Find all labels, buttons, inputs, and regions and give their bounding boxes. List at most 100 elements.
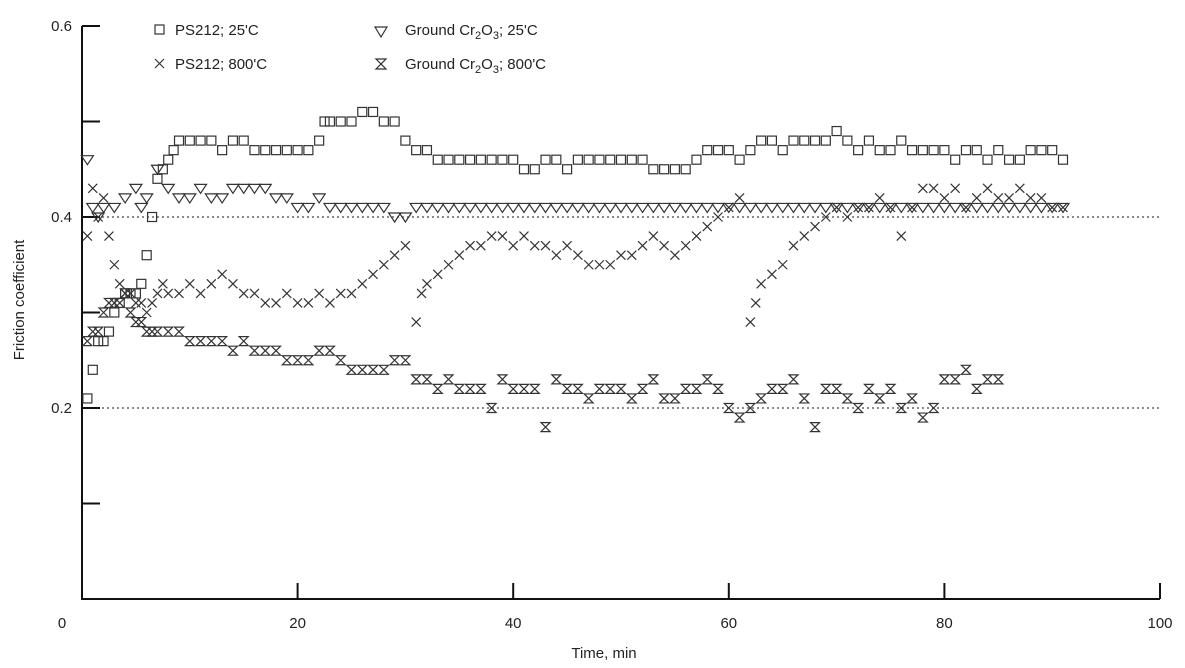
data-point-cross [136, 298, 147, 308]
data-point-triangle-down [635, 202, 650, 214]
data-point-triangle-down [570, 202, 586, 214]
data-point-hourglass [960, 364, 972, 375]
data-point-cross [1036, 192, 1047, 203]
data-point-square [130, 288, 141, 299]
data-point-cross [195, 288, 206, 299]
data-point-cross [907, 202, 917, 213]
data-point-cross [325, 298, 335, 308]
data-point-cross [368, 269, 378, 280]
data-point-square [411, 145, 422, 156]
data-point-square [723, 145, 734, 156]
data-point-square [184, 135, 195, 146]
data-point-triangle-down [247, 183, 262, 195]
data-point-hourglass [744, 402, 757, 414]
data-point-hourglass [593, 383, 606, 394]
data-point-cross [432, 269, 443, 280]
data-point-hourglass [146, 326, 159, 337]
data-point-square [87, 364, 98, 375]
data-point-cross [669, 250, 680, 261]
data-point-square [367, 106, 379, 118]
data-point-square [314, 135, 325, 146]
data-point-triangle-down [1045, 202, 1060, 214]
data-point-square [950, 154, 961, 165]
data-markers [80, 106, 1071, 433]
data-point-square [475, 154, 486, 165]
data-point-square [637, 154, 648, 165]
data-point-triangle-down [409, 202, 424, 214]
data-point-square [292, 145, 303, 156]
data-point-cross [540, 240, 551, 251]
data-point-triangle-down [721, 202, 736, 214]
data-point-cross [691, 231, 702, 242]
data-point-square [152, 173, 163, 184]
data-point-hourglass [97, 307, 110, 318]
data-point-hourglass [582, 393, 595, 404]
data-point-triangle-down [818, 202, 833, 214]
data-point-square [1003, 154, 1015, 165]
data-point-triangle-down [764, 202, 780, 214]
data-point-cross [713, 212, 723, 222]
data-point-hourglass [733, 412, 746, 423]
data-point-square [454, 154, 465, 165]
data-point-square [648, 164, 659, 175]
data-point-square [1057, 154, 1069, 165]
data-point-triangle-down [775, 202, 790, 214]
data-point-triangle-down [312, 193, 327, 204]
data-point-cross [416, 288, 427, 299]
data-point-square [346, 116, 357, 127]
legend-entry-ps212-800c: PS212; 800'C [154, 56, 267, 73]
data-point-square [206, 135, 217, 146]
data-point-cross [1004, 192, 1015, 203]
data-point-triangle-down [1034, 202, 1049, 214]
data-point-hourglass [464, 383, 477, 394]
data-point-hourglass [81, 336, 94, 347]
data-point-triangle-down [915, 202, 930, 214]
data-point-triangle-down [559, 202, 575, 214]
data-point-square [734, 154, 745, 165]
data-point-cross [961, 202, 971, 213]
data-point-square [626, 154, 637, 165]
legend: PS212; 25'C PS212; 800'C Ground Cr2O3; 2… [154, 22, 546, 76]
data-point-cross [874, 192, 885, 203]
data-point-cross [109, 259, 120, 270]
data-point-triangle-down [365, 202, 381, 214]
data-point-square [163, 154, 174, 165]
data-point-triangle-down [527, 202, 542, 214]
data-point-square [960, 145, 972, 156]
data-point-hourglass [356, 364, 369, 375]
data-point-triangle-down [258, 183, 273, 195]
data-point-hourglass [787, 374, 800, 385]
data-point-cross [723, 202, 734, 213]
data-point-triangle-down [398, 212, 413, 224]
data-point-cross [788, 240, 799, 251]
x-tick-label: 80 [936, 615, 953, 632]
data-point-cross [971, 192, 982, 203]
data-point-hourglass [765, 383, 778, 394]
data-point-square [917, 145, 928, 156]
data-point-hourglass [712, 383, 724, 394]
x-tick-label: 40 [505, 615, 522, 632]
data-point-triangle-down [894, 202, 909, 214]
data-point-hourglass [992, 374, 1005, 385]
data-point-hourglass [388, 355, 401, 366]
data-point-triangle-down [807, 202, 823, 214]
data-point-square [464, 154, 476, 165]
data-point-triangle-down [883, 202, 898, 214]
data-point-cross [98, 192, 109, 203]
data-point-triangle-down [441, 202, 456, 214]
data-point-cross [853, 202, 864, 213]
data-point-cross [799, 231, 810, 242]
data-point-hourglass [92, 326, 105, 337]
x-tick-label: 100 [1147, 615, 1172, 632]
axis-ticks: 0.2 0.4 0.6 0 20 40 60 80 100 [51, 18, 1172, 632]
data-point-hourglass [453, 383, 466, 394]
data-point-cross [1047, 202, 1058, 213]
data-point-cross [271, 298, 281, 308]
data-point-triangle-down [91, 212, 106, 224]
data-point-cross [314, 288, 325, 299]
data-point-square [691, 154, 702, 165]
data-point-hourglass [884, 383, 897, 394]
data-point-cross [551, 250, 562, 261]
data-point-hourglass [927, 402, 940, 414]
